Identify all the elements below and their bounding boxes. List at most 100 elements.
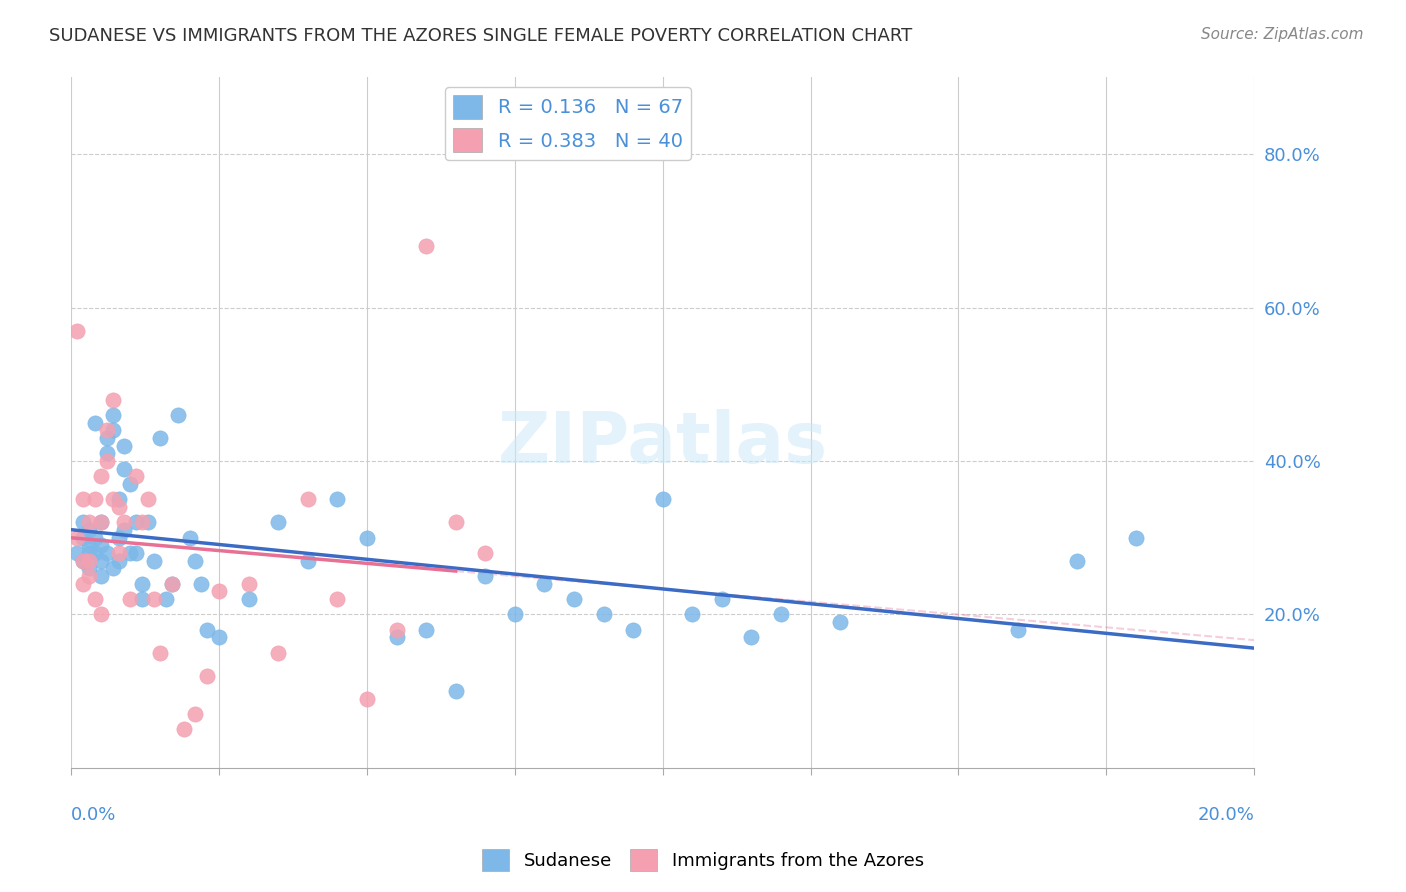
Point — [1066, 554, 1088, 568]
Point — [101, 423, 124, 437]
Point — [385, 623, 408, 637]
Point — [83, 531, 105, 545]
Point — [533, 576, 555, 591]
Point — [208, 630, 231, 644]
Point — [96, 454, 118, 468]
Point — [83, 546, 105, 560]
Text: SUDANESE VS IMMIGRANTS FROM THE AZORES SINGLE FEMALE POVERTY CORRELATION CHART: SUDANESE VS IMMIGRANTS FROM THE AZORES S… — [49, 27, 912, 45]
Point — [149, 646, 172, 660]
Point — [83, 591, 105, 606]
Text: Source: ZipAtlas.com: Source: ZipAtlas.com — [1201, 27, 1364, 42]
Point — [267, 646, 290, 660]
Point — [621, 623, 644, 637]
Point — [77, 546, 100, 560]
Point — [101, 492, 124, 507]
Point — [120, 591, 142, 606]
Point — [77, 516, 100, 530]
Point — [96, 431, 118, 445]
Point — [101, 561, 124, 575]
Point — [143, 591, 166, 606]
Text: 20.0%: 20.0% — [1198, 805, 1254, 823]
Point — [136, 492, 159, 507]
Point — [125, 469, 148, 483]
Point — [90, 554, 112, 568]
Point — [77, 538, 100, 552]
Point — [66, 324, 89, 338]
Point — [155, 591, 177, 606]
Point — [77, 523, 100, 537]
Legend: Sudanese, Immigrants from the Azores: Sudanese, Immigrants from the Azores — [475, 842, 931, 879]
Text: ZIPatlas: ZIPatlas — [498, 409, 828, 478]
Point — [72, 576, 94, 591]
Point — [190, 576, 212, 591]
Point — [114, 461, 136, 475]
Point — [125, 516, 148, 530]
Point — [1007, 623, 1029, 637]
Point — [77, 554, 100, 568]
Point — [474, 546, 496, 560]
Point — [101, 392, 124, 407]
Point — [66, 531, 89, 545]
Point — [444, 516, 467, 530]
Point — [149, 431, 172, 445]
Point — [107, 492, 129, 507]
Point — [72, 531, 94, 545]
Point — [238, 591, 260, 606]
Point — [77, 569, 100, 583]
Point — [267, 516, 290, 530]
Point — [651, 492, 673, 507]
Point — [107, 500, 129, 514]
Point — [72, 554, 94, 568]
Point — [83, 492, 105, 507]
Point — [562, 591, 585, 606]
Point — [184, 554, 207, 568]
Point — [710, 591, 733, 606]
Point — [143, 554, 166, 568]
Point — [131, 516, 153, 530]
Point — [160, 576, 183, 591]
Point — [125, 546, 148, 560]
Point — [90, 569, 112, 583]
Legend: R = 0.136   N = 67, R = 0.383   N = 40: R = 0.136 N = 67, R = 0.383 N = 40 — [446, 87, 690, 160]
Point — [90, 516, 112, 530]
Point — [114, 516, 136, 530]
Point — [356, 531, 378, 545]
Point — [90, 538, 112, 552]
Point — [107, 554, 129, 568]
Point — [474, 569, 496, 583]
Point — [107, 531, 129, 545]
Point — [385, 630, 408, 644]
Point — [1125, 531, 1147, 545]
Point — [769, 607, 792, 622]
Point — [830, 615, 852, 629]
Point — [72, 554, 94, 568]
Point — [503, 607, 526, 622]
Point — [195, 668, 218, 682]
Point — [195, 623, 218, 637]
Point — [90, 607, 112, 622]
Point — [96, 446, 118, 460]
Point — [120, 477, 142, 491]
Point — [90, 516, 112, 530]
Point — [297, 554, 319, 568]
Point — [77, 561, 100, 575]
Point — [101, 408, 124, 422]
Point — [356, 691, 378, 706]
Point — [415, 623, 437, 637]
Point — [96, 423, 118, 437]
Point — [160, 576, 183, 591]
Point — [72, 492, 94, 507]
Point — [173, 723, 195, 737]
Point — [131, 591, 153, 606]
Point — [179, 531, 201, 545]
Point — [297, 492, 319, 507]
Point — [136, 516, 159, 530]
Point — [326, 492, 349, 507]
Point — [326, 591, 349, 606]
Point — [681, 607, 703, 622]
Point — [83, 416, 105, 430]
Point — [444, 684, 467, 698]
Point — [238, 576, 260, 591]
Point — [90, 469, 112, 483]
Point — [107, 546, 129, 560]
